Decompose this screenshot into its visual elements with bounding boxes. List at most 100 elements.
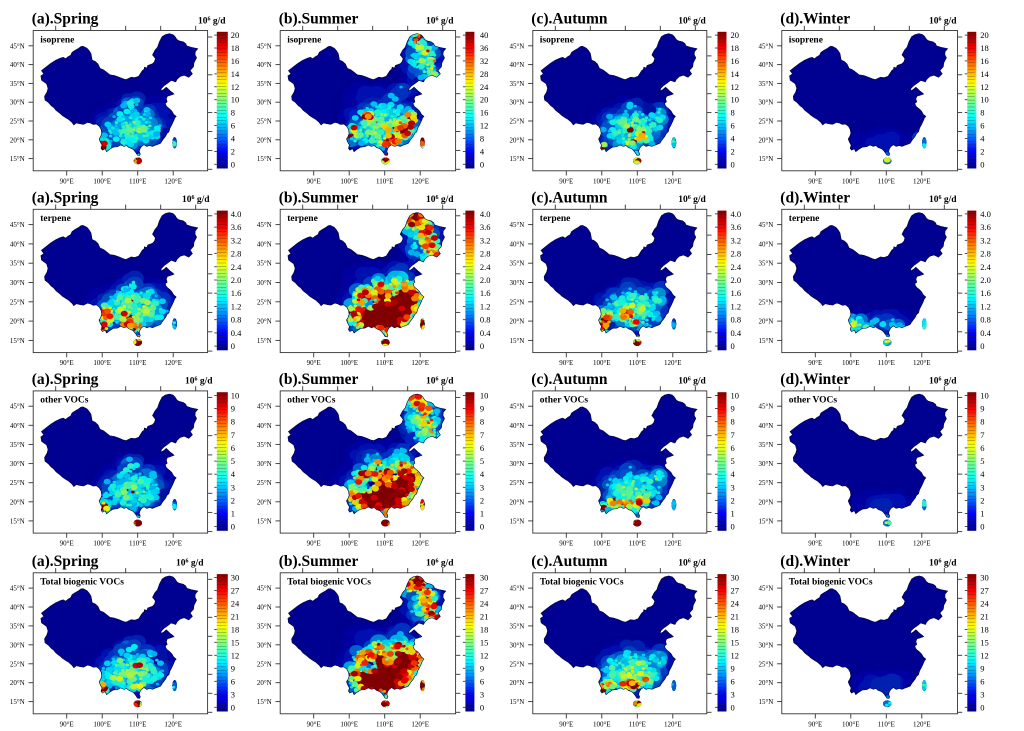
svg-text:110°E: 110°E [376,177,393,185]
svg-text:25°N: 25°N [509,118,524,126]
svg-text:0: 0 [731,341,735,351]
svg-text:35°N: 35°N [509,260,524,268]
svg-text:45°N: 45°N [10,403,25,411]
svg-text:6: 6 [231,443,235,453]
svg-text:35°N: 35°N [10,80,25,88]
svg-text:14: 14 [731,69,740,79]
svg-text:100°E: 100°E [842,359,860,367]
svg-text:15°N: 15°N [10,517,25,525]
svg-text:(b).Summer: (b).Summer [279,11,359,28]
svg-text:110°E: 110°E [629,359,646,367]
svg-text:0: 0 [980,159,984,169]
svg-text:25°N: 25°N [758,298,773,306]
svg-text:4: 4 [980,134,985,144]
svg-text:0.8: 0.8 [980,315,991,325]
svg-text:12: 12 [480,121,489,131]
svg-text:0.8: 0.8 [480,315,491,325]
svg-text:35°N: 35°N [10,441,25,449]
svg-text:35°N: 35°N [758,260,773,268]
svg-text:3.6: 3.6 [980,222,991,232]
svg-text:0.4: 0.4 [980,328,991,338]
svg-text:10: 10 [980,95,989,105]
svg-text:0: 0 [231,341,235,351]
svg-text:40°N: 40°N [10,422,25,430]
svg-text:90°E: 90°E [307,177,321,185]
svg-text:25°N: 25°N [10,479,25,487]
svg-text:110°E: 110°E [129,359,146,367]
svg-text:90°E: 90°E [60,540,74,548]
svg-text:45°N: 45°N [758,221,773,229]
svg-text:30°N: 30°N [509,279,524,287]
svg-text:(d).Winter: (d).Winter [780,189,850,206]
svg-text:120°E: 120°E [664,177,682,185]
svg-text:35°N: 35°N [257,80,272,88]
svg-text:40°N: 40°N [509,240,524,248]
svg-text:45°N: 45°N [509,42,524,50]
svg-text:8: 8 [731,108,735,118]
svg-text:0: 0 [731,159,735,169]
svg-text:106 g/d: 106 g/d [426,16,454,26]
svg-text:20°N: 20°N [10,136,25,144]
svg-text:isoprene: isoprene [789,35,823,45]
svg-text:(d).Winter: (d).Winter [780,11,850,28]
svg-text:0: 0 [480,159,484,169]
svg-text:100°E: 100°E [93,359,111,367]
svg-text:110°E: 110°E [878,359,895,367]
svg-text:40°N: 40°N [509,61,524,69]
svg-text:28: 28 [480,69,489,79]
svg-text:40°N: 40°N [257,240,272,248]
svg-text:15°N: 15°N [10,155,25,163]
svg-text:16: 16 [480,108,489,118]
svg-text:40: 40 [480,30,489,40]
svg-text:110°E: 110°E [629,177,646,185]
svg-text:100°E: 100°E [93,177,111,185]
svg-text:15°N: 15°N [257,155,272,163]
svg-text:16: 16 [231,56,240,66]
svg-text:14: 14 [231,69,240,79]
svg-text:1.6: 1.6 [980,288,991,298]
svg-text:90°E: 90°E [808,359,822,367]
svg-text:9: 9 [231,404,235,414]
svg-text:3: 3 [231,482,235,492]
svg-text:(a).Spring: (a).Spring [32,371,99,388]
svg-text:18: 18 [731,43,740,53]
svg-text:90°E: 90°E [559,177,573,185]
svg-text:90°E: 90°E [559,359,573,367]
svg-text:5: 5 [231,456,235,466]
svg-text:16: 16 [731,56,740,66]
svg-text:110°E: 110°E [376,359,393,367]
svg-text:1.2: 1.2 [731,301,742,311]
svg-text:8: 8 [231,108,235,118]
svg-text:120°E: 120°E [164,177,182,185]
svg-text:120°E: 120°E [164,540,182,548]
svg-text:1.2: 1.2 [231,301,242,311]
svg-text:45°N: 45°N [758,42,773,50]
svg-text:35°N: 35°N [10,260,25,268]
svg-text:20°N: 20°N [10,318,25,326]
svg-text:0.8: 0.8 [231,315,242,325]
svg-text:90°E: 90°E [307,359,321,367]
svg-text:106 g/d: 106 g/d [929,16,957,26]
svg-text:20: 20 [980,30,989,40]
svg-text:40°N: 40°N [10,240,25,248]
svg-text:120°E: 120°E [664,359,682,367]
svg-text:14: 14 [980,69,989,79]
svg-text:3.2: 3.2 [980,235,991,245]
svg-text:15°N: 15°N [758,337,773,345]
svg-text:106 g/d: 106 g/d [426,377,454,387]
svg-text:3.6: 3.6 [480,222,491,232]
svg-text:10: 10 [231,95,240,105]
svg-text:45°N: 45°N [257,42,272,50]
svg-text:(c).Autumn: (c).Autumn [531,189,608,206]
svg-text:120°E: 120°E [913,177,931,185]
svg-text:35°N: 35°N [257,260,272,268]
svg-text:terpene: terpene [287,214,318,224]
svg-text:isoprene: isoprene [40,35,74,45]
svg-text:90°E: 90°E [60,177,74,185]
svg-text:32: 32 [480,56,489,66]
svg-text:25°N: 25°N [10,118,25,126]
svg-text:20°N: 20°N [758,318,773,326]
svg-text:35°N: 35°N [509,80,524,88]
svg-text:106 g/d: 106 g/d [678,195,706,205]
svg-text:4: 4 [231,134,236,144]
